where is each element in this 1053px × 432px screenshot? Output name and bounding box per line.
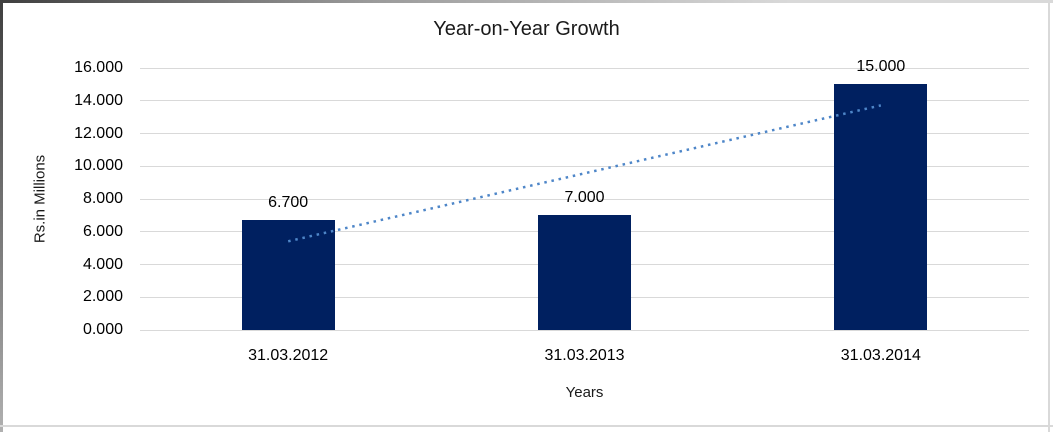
- y-tick-label: 16.000: [74, 59, 123, 76]
- y-tick-label: 0.000: [82, 321, 123, 338]
- y-tick-label: 12.000: [74, 124, 123, 142]
- frame-border-bottom: [0, 425, 1053, 427]
- bar-data-label: 15.000: [856, 58, 906, 76]
- y-axis-title: Rs.in Millions: [31, 154, 49, 244]
- frame-border-top: [0, 0, 1053, 3]
- x-category-label: 31.03.2014: [840, 347, 921, 364]
- bar: [241, 220, 335, 330]
- frame-border-left: [0, 0, 3, 432]
- bar-data-label: 7.000: [564, 189, 605, 207]
- y-tick-label: 10.000: [74, 157, 123, 175]
- y-tick-label: 8.000: [82, 190, 123, 207]
- x-category-label: 31.03.2013: [544, 347, 625, 364]
- gridline: [140, 67, 1029, 69]
- gridline: [140, 100, 1029, 102]
- bar: [834, 84, 928, 330]
- x-category-label: 31.03.2012: [248, 347, 329, 364]
- bar-data-label: 6.700: [268, 194, 309, 212]
- x-axis-title: Years: [565, 384, 604, 401]
- gridline: [140, 329, 1029, 331]
- y-tick-label: 6.000: [82, 222, 123, 240]
- frame-border-right: [1048, 0, 1050, 432]
- bar: [538, 215, 631, 330]
- y-tick-label: 2.000: [82, 288, 123, 306]
- chart-title: Year-on-Year Growth: [433, 18, 620, 40]
- y-tick-label: 14.000: [74, 91, 123, 109]
- y-tick-label: 4.000: [82, 255, 123, 273]
